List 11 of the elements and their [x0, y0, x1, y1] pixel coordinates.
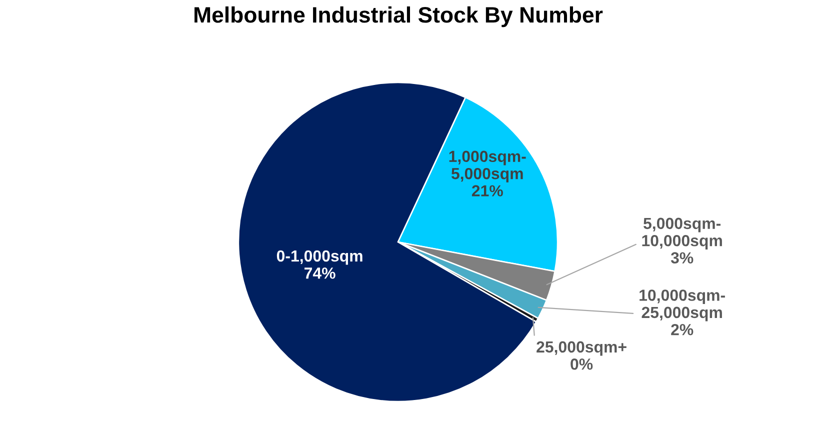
data-label: 3% [670, 252, 694, 264]
data-label: 74% [304, 268, 336, 279]
slice-label: 25,000sqm+ [536, 341, 626, 356]
data-label: 21% [472, 185, 503, 196]
slice-label: 5,000sqm- 10,000sqm [642, 218, 722, 250]
chart-title: Melbourne Industrial Stock By Number [194, 6, 603, 28]
data-label: 0% [570, 358, 593, 370]
slice-label: 1,000sqm- 5,000sqm [449, 150, 526, 182]
slice-label: 0-1,000sqm [276, 250, 362, 265]
data-label: 2% [671, 324, 694, 336]
slice-label: 10,000sqm- 25,000sqm [640, 290, 725, 322]
